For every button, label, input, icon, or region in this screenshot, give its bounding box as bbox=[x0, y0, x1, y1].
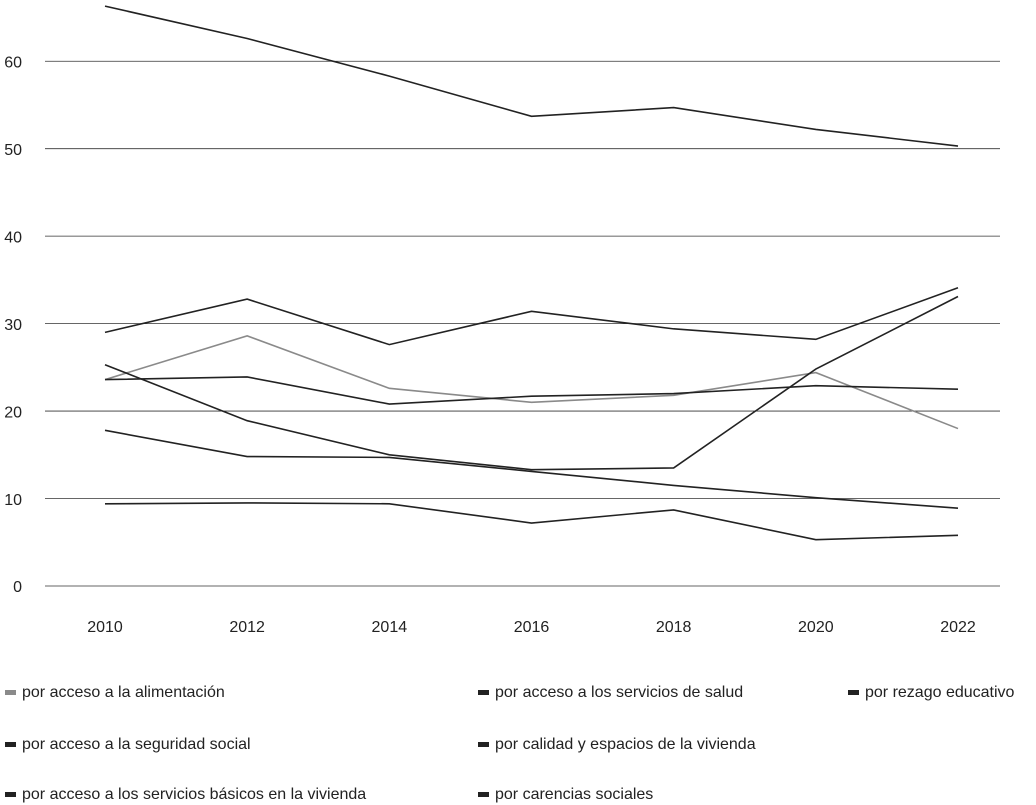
series-line bbox=[104, 502, 959, 541]
series-line bbox=[104, 429, 959, 509]
legend-label: por carencias sociales bbox=[495, 786, 653, 803]
legend-label: por acceso a los servicios de salud bbox=[495, 684, 743, 701]
legend-label: por acceso a la alimentación bbox=[22, 684, 225, 701]
x-tick-label: 2020 bbox=[798, 619, 834, 636]
series-line bbox=[104, 335, 959, 430]
series-line bbox=[104, 5, 959, 147]
series-line bbox=[104, 287, 959, 346]
y-tick-label: 50 bbox=[4, 142, 22, 159]
legend-swatch bbox=[5, 742, 16, 747]
x-tick-label: 2012 bbox=[229, 619, 265, 636]
series-line bbox=[104, 295, 959, 471]
legend-swatch bbox=[5, 792, 16, 797]
x-tick-label: 2016 bbox=[514, 619, 550, 636]
legend-swatch bbox=[478, 690, 489, 695]
legend-swatch bbox=[478, 792, 489, 797]
x-tick-label: 2018 bbox=[656, 619, 692, 636]
x-tick-label: 2022 bbox=[940, 619, 976, 636]
legend-label: por acceso a los servicios básicos en la… bbox=[22, 786, 366, 803]
y-tick-label: 60 bbox=[4, 54, 22, 71]
y-tick-label: 10 bbox=[4, 492, 22, 509]
legend-swatch bbox=[5, 690, 16, 695]
series-line bbox=[104, 376, 959, 405]
x-tick-label: 2010 bbox=[87, 619, 123, 636]
y-tick-label: 0 bbox=[13, 579, 22, 596]
y-tick-label: 40 bbox=[4, 229, 22, 246]
legend-label: por calidad y espacios de la vivienda bbox=[495, 736, 756, 753]
legend-label: por rezago educativo bbox=[865, 684, 1015, 701]
legend-swatch bbox=[848, 690, 859, 695]
legend-swatch bbox=[478, 742, 489, 747]
y-tick-label: 30 bbox=[4, 317, 22, 334]
y-tick-label: 20 bbox=[4, 404, 22, 421]
x-tick-label: 2014 bbox=[372, 619, 408, 636]
legend-label: por acceso a la seguridad social bbox=[22, 736, 251, 753]
